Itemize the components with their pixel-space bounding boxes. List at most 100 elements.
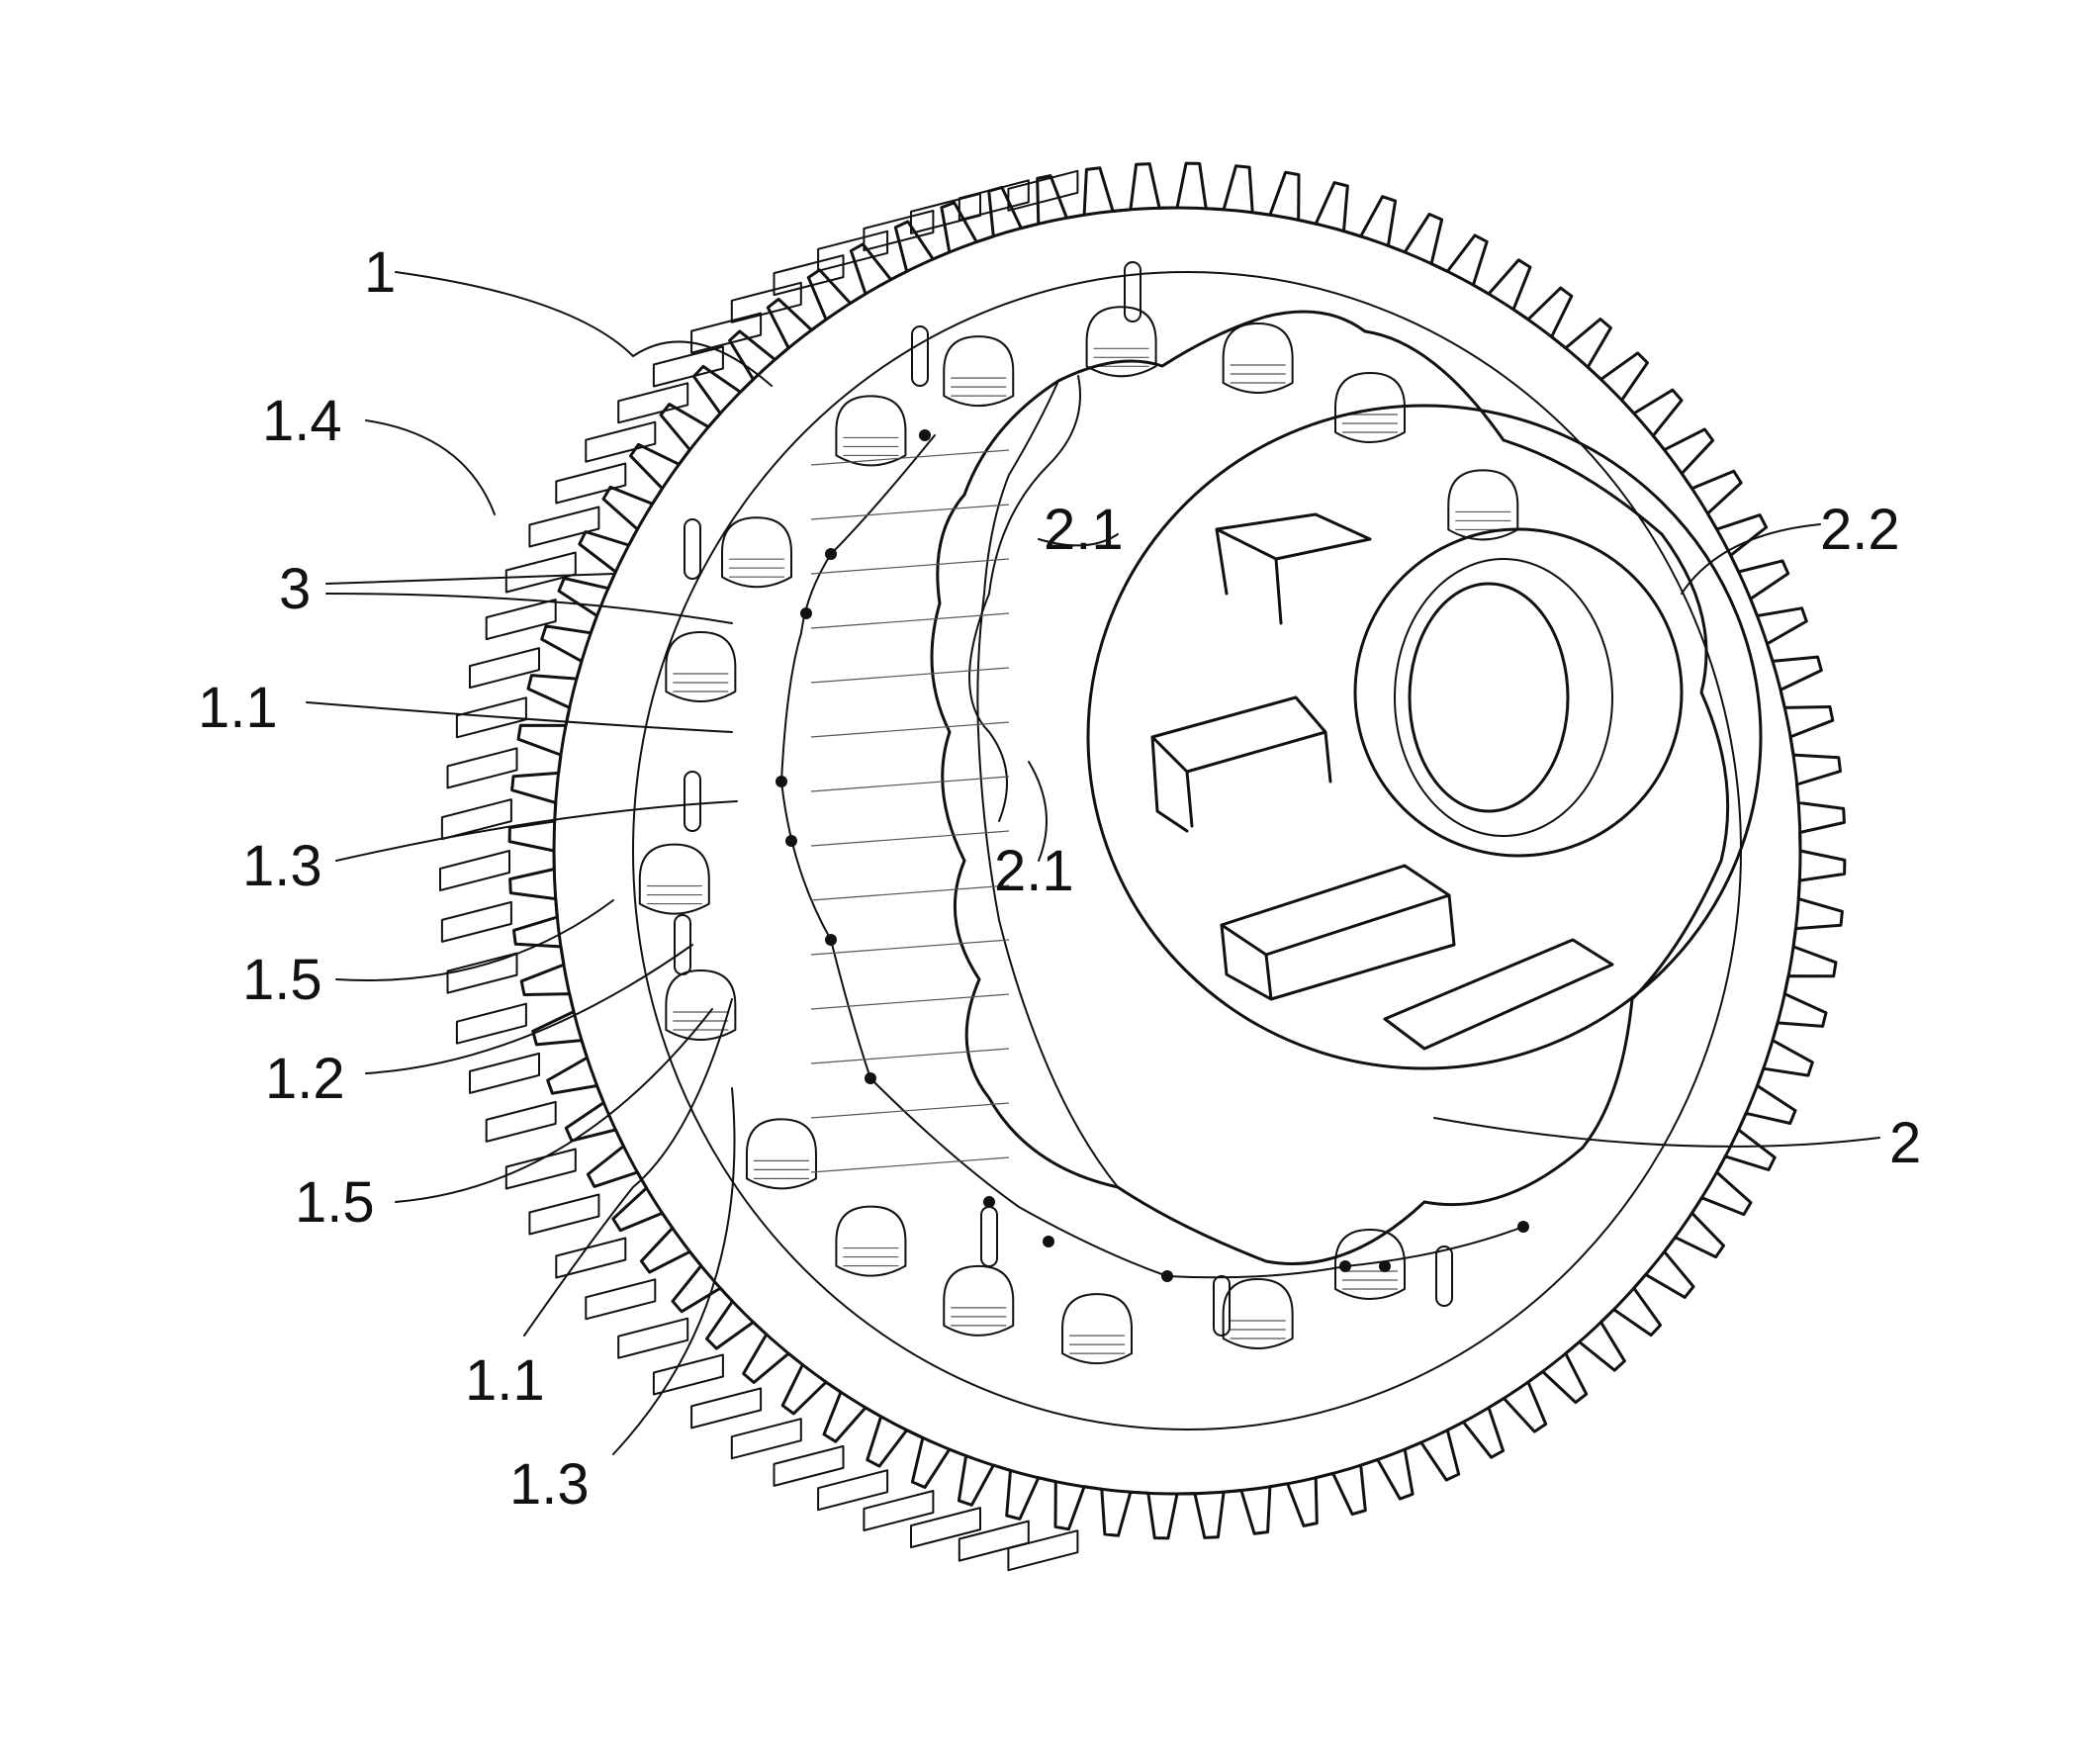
hub-face-ring (1086, 404, 1763, 1070)
tooth-face-block (1007, 1529, 1079, 1572)
chain-dot (800, 607, 812, 619)
tooth-face-block (817, 1469, 889, 1512)
leader-lines (306, 271, 1880, 1455)
label-1-4: 1.4 (262, 389, 342, 453)
label-1-1-b: 1.1 (465, 1348, 545, 1413)
tooth-face-block (485, 599, 557, 641)
chain-dot (825, 934, 837, 946)
spring-slot (1222, 323, 1294, 394)
tooth-face-block (504, 551, 577, 594)
label-1-3-a: 1.3 (242, 834, 322, 898)
hub-stripe (810, 993, 1010, 1010)
spring-slot (720, 516, 792, 589)
chain-dot (785, 835, 797, 847)
leader-3-upper (325, 573, 614, 585)
tooth-face-block (469, 647, 540, 690)
hub-stripe (810, 667, 1010, 684)
label-2: 2 (1889, 1111, 1921, 1175)
tooth-face-block (446, 952, 518, 994)
tooth-face-block (528, 1193, 600, 1236)
hub-lobed-outline (930, 310, 1730, 1265)
tooth-face-block (958, 179, 1030, 222)
hub-back-contour (976, 380, 1119, 1188)
chain-dot (1379, 1260, 1391, 1272)
tooth-face-block (617, 1317, 689, 1359)
hub-stripes (810, 449, 1010, 1173)
spring-slot (943, 1264, 1015, 1337)
hub-claws (1150, 512, 1614, 1051)
tooth-face-block (469, 1052, 540, 1094)
spring-bar (684, 518, 701, 580)
outer-gear-ring (439, 161, 1847, 1572)
leader-2 (1433, 1117, 1880, 1148)
label-1: 1 (364, 240, 396, 305)
label-1-5-b: 1.5 (295, 1170, 375, 1235)
hub-stripe (810, 776, 1010, 792)
chain-dot (776, 776, 787, 787)
spring-slot (1085, 306, 1157, 378)
tooth-face-block (555, 1237, 627, 1279)
leader-2-2 (1681, 523, 1821, 595)
hub-stripe (810, 721, 1010, 738)
hub-stripe (810, 939, 1010, 956)
tooth-face-block (652, 345, 724, 388)
chain-dot (1517, 1221, 1529, 1233)
hub-stripe (810, 830, 1010, 847)
hub-body (810, 310, 1763, 1265)
tooth-face-block (446, 747, 518, 789)
label-1-3-b: 1.3 (509, 1452, 590, 1517)
spring-bars (674, 261, 1453, 1337)
spring-slot (835, 1205, 907, 1277)
claw-bottom (1220, 864, 1456, 1001)
label-1-1-a: 1.1 (198, 676, 278, 740)
spring-slot (1334, 1229, 1406, 1300)
spring-bar (1435, 1246, 1453, 1307)
tooth-face-block (440, 900, 512, 943)
leader-1-2 (365, 944, 693, 1074)
tooth-face-block (528, 506, 600, 548)
hub-bore-step (1394, 558, 1613, 837)
tooth-face-block (1007, 169, 1079, 212)
hub-front-lobe-line (968, 375, 1081, 822)
hub-bore-inner (1408, 582, 1570, 813)
tooth-face-block (730, 281, 802, 323)
tooth-face-block (773, 254, 845, 297)
spring-slot (745, 1118, 817, 1190)
spring-slot (665, 630, 737, 702)
spring-disc (638, 261, 1529, 1364)
leader-1-3-a (335, 800, 738, 862)
gear-teeth-outline (507, 161, 1847, 1540)
tooth-face-block (485, 1100, 557, 1143)
tooth-face-block (817, 230, 889, 272)
gear-tooth-face-blocks (439, 169, 1079, 1572)
spring-bar (1124, 261, 1141, 323)
gear-root-ellipse (552, 206, 1802, 1496)
spring-slot (1334, 371, 1406, 443)
tooth-face-block (439, 850, 510, 891)
tooth-face-block (773, 1444, 845, 1487)
tooth-face-block (958, 1520, 1030, 1562)
spring-bar (674, 914, 691, 975)
leader-1 (395, 271, 773, 387)
spring-slot (665, 969, 737, 1041)
tooth-face-block (585, 420, 657, 463)
tooth-face-block (617, 382, 689, 424)
chain-dot (1339, 1260, 1351, 1272)
hub-stripe (810, 884, 1010, 901)
spring-connection-chain (780, 434, 1524, 1279)
tooth-face-block (690, 312, 763, 354)
label-2-1-a: 2.1 (1044, 498, 1124, 562)
hub-stripe (810, 1156, 1010, 1173)
spring-slot (1222, 1277, 1294, 1349)
leader-1-5-b (395, 1008, 713, 1203)
reference-labels: 1 1.4 3 1.1 1.3 1.5 1.2 1.5 1.1 1.3 2.1 … (198, 240, 1921, 1517)
chain-dot (1043, 1236, 1054, 1247)
chain-dot (865, 1072, 876, 1084)
tooth-face-block (455, 696, 527, 739)
hub-stripe (810, 1048, 1010, 1064)
spring-slots (638, 306, 1519, 1364)
leader-1-1-a (306, 701, 733, 733)
label-3: 3 (279, 557, 311, 621)
hub-stripe (810, 1102, 1010, 1119)
